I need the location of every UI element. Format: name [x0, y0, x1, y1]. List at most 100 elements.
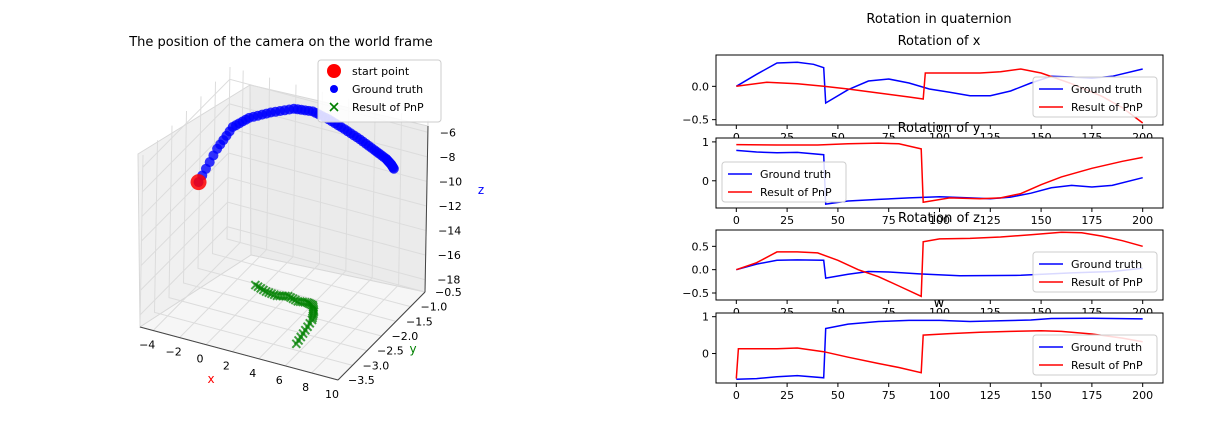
subplot-legend: Ground truth Result of PnP [721, 161, 847, 203]
legend-label: Result of PnP [1071, 359, 1143, 372]
z-axis-line [424, 125, 429, 293]
legend-marker-ground-truth [330, 85, 338, 93]
x-tick-label: 10 [325, 388, 339, 401]
pnp-point [266, 288, 277, 299]
x-tick-label: 50 [831, 389, 845, 402]
grid-line-y [211, 81, 411, 308]
x-tick-label: 25 [780, 214, 794, 227]
y-tick-label: −2.0 [392, 330, 419, 343]
subplot-title: Rotation of z [898, 211, 980, 226]
x-tick-label: 150 [1031, 389, 1052, 402]
grid-line-y [168, 125, 368, 352]
z-tick-label: −12 [439, 200, 462, 213]
z-tick-label: −8 [439, 151, 455, 164]
pnp-line [735, 329, 1143, 379]
pnp-point [291, 339, 302, 349]
x-tick-label: 0 [733, 214, 740, 227]
grid-line-y [197, 96, 397, 322]
x-tick-label: 125 [980, 389, 1001, 402]
legend-label: Ground truth [1071, 258, 1142, 271]
z-tick-label: −6 [440, 126, 456, 139]
legend-label-pnp: Result of PnP [352, 101, 424, 114]
y-tick-label: −3.0 [363, 359, 390, 372]
grid-line-z [140, 177, 427, 266]
x-axis-line [139, 326, 339, 381]
y-tick-label: 0.5 [692, 240, 710, 253]
legend-label: Ground truth [1071, 83, 1142, 96]
ticks-3d: −4 −2 0 2 4 6 8 10 −0.5 −1.0−1.5 −2.0 −2.5−3.0 −3.5 −… [139, 126, 462, 401]
y-tick-label: −0.5 [682, 287, 709, 300]
legend-3d-frame [317, 59, 442, 123]
x-tick-label: 125 [980, 214, 1001, 227]
x-tick-label: 0 [733, 389, 740, 402]
y-axis-line [337, 291, 426, 381]
subplot-title: w [934, 296, 945, 311]
pnp-line [736, 231, 1143, 298]
subplot-title: Rotation of y [898, 121, 981, 136]
x-tick-label: 150 [1031, 214, 1052, 227]
plot-quaternion: Rotation in quaternion 02550751001251501… [682, 12, 1164, 402]
y-tick-label: 1 [702, 311, 709, 324]
y-tick-label: 0 [702, 348, 709, 361]
chart-title-3d: The position of the camera on the world … [128, 35, 433, 50]
y-tick-label: −2.5 [377, 345, 404, 358]
x-tick-label: 2 [223, 360, 230, 373]
x-tick-label: −2 [165, 346, 181, 359]
x-tick-label: 8 [302, 381, 309, 394]
legend-label: Result of PnP [1071, 101, 1143, 114]
y-tick-label: 0 [702, 175, 709, 188]
y-tick-label: 0.0 [692, 264, 710, 277]
x-tick-label: 75 [882, 214, 896, 227]
x-tick-label: 200 [1132, 214, 1153, 227]
z-axis-label: z [478, 183, 484, 197]
legend-3d: start point Ground truth Result of PnP [317, 59, 442, 123]
pnp-point [264, 287, 274, 298]
y-axis-label: y [409, 342, 416, 356]
legend-frame [1032, 76, 1158, 118]
subplot-4: 0 25 50 75 100 125 150 175 200 1 0 Ground truth Resu… [702, 311, 1164, 402]
subplot-legend: Ground truth Result of PnP [1032, 334, 1158, 376]
legend-marker-pnp [329, 102, 339, 112]
subplot-title: Rotation of x [898, 34, 981, 49]
x-axis-label: x [207, 372, 214, 386]
grid-line-y [153, 140, 353, 366]
ground-truth-point [388, 163, 399, 174]
legend-label: Result of PnP [760, 186, 832, 199]
pnp-point [261, 286, 271, 297]
plot-3d-camera-position: The position of the camera on the world … [128, 35, 484, 401]
pnp-line [736, 142, 1143, 204]
y-tick-label: 1 [702, 136, 709, 149]
z-tick-label: −16 [438, 249, 461, 262]
x-tick-label: 175 [1081, 389, 1102, 402]
y-tick-label: −0.5 [435, 286, 462, 299]
y-tick-label: −1.5 [406, 315, 433, 328]
z-tick-label: −18 [437, 274, 460, 287]
legend-frame [1032, 251, 1158, 293]
x-tick-label: 0 [197, 353, 204, 366]
start-point-marker [190, 174, 207, 191]
grid-line-z [139, 226, 426, 316]
subplot-legend: Ground truth Result of PnP [1032, 76, 1158, 118]
x-tick-label: 200 [1132, 389, 1153, 402]
x-tick-label: −4 [139, 339, 155, 352]
y-tick-label: −1.0 [421, 301, 448, 314]
x-tick-label: 25 [780, 389, 794, 402]
ground-truth-line [736, 317, 1143, 381]
chart-suptitle: Rotation in quaternion [866, 12, 1011, 27]
legend-label-start: start point [352, 65, 410, 78]
legend-label: Ground truth [760, 168, 831, 181]
grid-line-z [140, 201, 426, 291]
x-tick-label: 100 [929, 214, 950, 227]
x-tick-label: 75 [882, 389, 896, 402]
x-tick-label: 6 [276, 374, 283, 387]
y-tick-label: −0.5 [682, 114, 709, 127]
legend-marker-start [327, 64, 341, 78]
grid-line-z [141, 152, 427, 242]
ground-truth-line [736, 149, 1143, 205]
legend-label: Result of PnP [1071, 276, 1143, 289]
z-tick-label: −10 [439, 175, 462, 188]
pnp-point [307, 313, 318, 323]
legend-frame [721, 161, 847, 203]
